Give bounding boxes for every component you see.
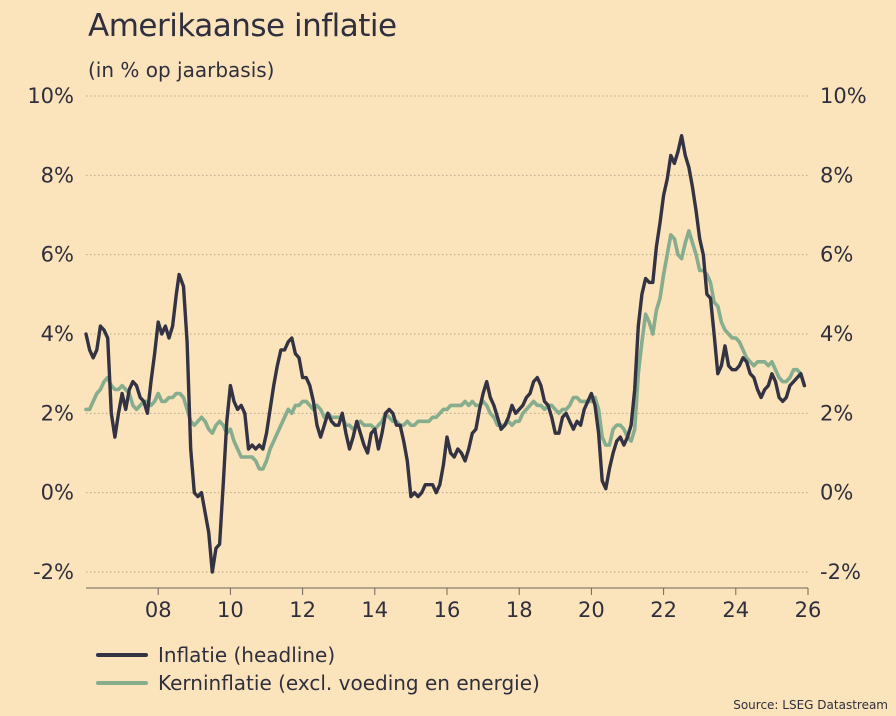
series-lines (84, 134, 807, 574)
chart-title: Amerikaanse inflatie (88, 8, 397, 44)
legend-swatch-core (96, 681, 148, 685)
x-tick-label: 24 (722, 598, 749, 622)
x-tick-label: 18 (506, 598, 533, 622)
y-tick-label-right: 8% (820, 163, 853, 187)
y-tick-label-left: 0% (41, 481, 74, 505)
y-tick-label-left: 6% (41, 243, 74, 267)
legend: Inflatie (headline) Kerninflatie (excl. … (96, 641, 540, 697)
y-tick-label-right: 2% (820, 401, 853, 425)
legend-label-core: Kerninflatie (excl. voeding en energie) (158, 671, 540, 695)
series-line-core (84, 229, 807, 471)
chart-subtitle: (in % op jaarbasis) (88, 58, 275, 82)
legend-item-core: Kerninflatie (excl. voeding en energie) (96, 669, 540, 697)
x-tick-label: 16 (434, 598, 461, 622)
y-tick-label-left: 4% (41, 322, 74, 346)
source-note: Source: LSEG Datastream (733, 698, 888, 712)
y-axis-right: 10% 8% 6% 4% 2% 0% -2% (820, 84, 867, 584)
x-tick-label: 10 (217, 598, 244, 622)
grid-lines (86, 95, 808, 573)
y-tick-label-left: 2% (41, 401, 74, 425)
x-tick-label: 20 (578, 598, 605, 622)
x-tick-label: 22 (650, 598, 677, 622)
y-axis-left: 10% 8% 6% 4% 2% 0% -2% (27, 84, 74, 584)
y-tick-label-left: -2% (33, 560, 74, 584)
legend-label-headline: Inflatie (headline) (158, 643, 336, 667)
x-tick-label: 26 (795, 598, 822, 622)
y-tick-label-left: 8% (41, 163, 74, 187)
x-tick-label: 14 (361, 598, 388, 622)
x-tick-label: 08 (145, 598, 172, 622)
y-tick-label-right: -2% (820, 560, 861, 584)
y-tick-label-right: 4% (820, 322, 853, 346)
x-tick-label: 12 (289, 598, 316, 622)
series-line-headline (84, 134, 807, 574)
y-tick-label-left: 10% (27, 84, 74, 108)
y-tick-label-right: 10% (820, 84, 867, 108)
y-tick-label-right: 0% (820, 481, 853, 505)
legend-swatch-headline (96, 653, 148, 657)
legend-item-headline: Inflatie (headline) (96, 641, 540, 669)
x-axis: 08 10 12 14 16 18 20 22 24 26 (86, 587, 822, 622)
y-tick-label-right: 6% (820, 243, 853, 267)
